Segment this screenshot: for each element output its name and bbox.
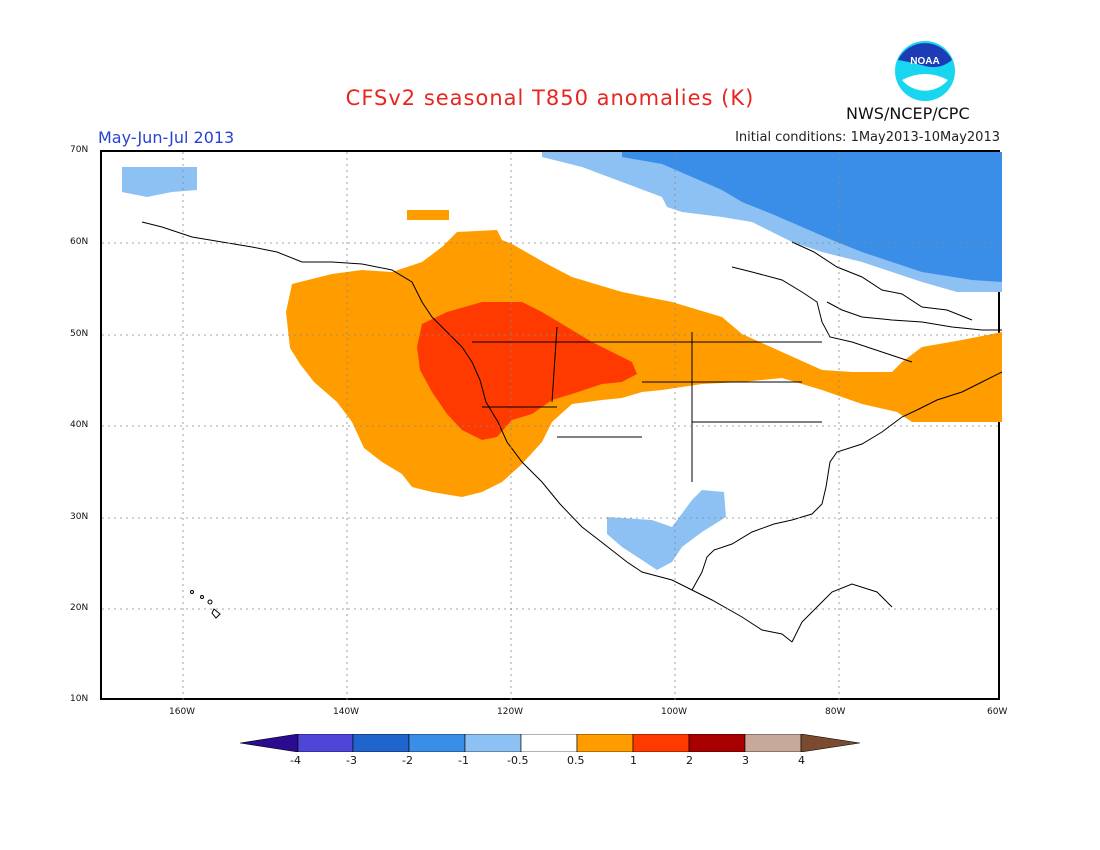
colorbar-bin — [464, 733, 522, 753]
map-canvas — [102, 152, 1002, 702]
colorbar-bin — [520, 733, 578, 753]
colorbar-bin — [576, 733, 634, 753]
lat-label-30n: 30N — [70, 512, 89, 522]
lat-label-70n: 70N — [70, 145, 89, 155]
lon-label-120w: 120W — [497, 707, 524, 717]
colorbar-label: -3 — [346, 754, 357, 767]
anomaly-region-orange-small — [407, 210, 449, 220]
anomaly-region-blue-north — [622, 152, 1002, 282]
colorbar-bin — [744, 733, 802, 753]
lat-label-40n: 40N — [70, 420, 89, 430]
colorbar — [239, 733, 861, 753]
colorbar-label: 3 — [742, 754, 749, 767]
colorbar-label: -4 — [290, 754, 301, 767]
colorbar-label: -2 — [402, 754, 413, 767]
colorbar-label: -1 — [458, 754, 469, 767]
lon-label-160w: 160W — [169, 707, 196, 717]
lat-label-20n: 20N — [70, 603, 89, 613]
colorbar-bin — [297, 733, 354, 753]
colorbar-label: -0.5 — [507, 754, 529, 767]
coastlines — [141, 221, 1002, 643]
logo-text: NOAA — [910, 56, 939, 67]
colorbar-label: 2 — [686, 754, 693, 767]
lat-label-50n: 50N — [70, 329, 89, 339]
chart-title: CFSv2 seasonal T850 anomalies (K) — [345, 86, 755, 110]
lon-label-100w: 100W — [661, 707, 688, 717]
colorbar-bin — [632, 733, 690, 753]
graticule — [102, 152, 1002, 702]
anomaly-map — [100, 150, 1002, 702]
lat-label-10n: 10N — [70, 694, 89, 704]
anomaly-region-light-blue-texas — [607, 490, 726, 570]
colorbar-bin — [352, 733, 410, 753]
colorbar-label: 1 — [630, 754, 637, 767]
colorbar-bin — [688, 733, 746, 753]
anomaly-region-red-core — [417, 302, 637, 440]
colorbar-arrow-left — [239, 733, 299, 753]
colorbar-bin — [408, 733, 466, 753]
lat-label-60n: 60N — [70, 237, 89, 247]
noaa-logo-icon: NOAA — [895, 41, 955, 101]
lon-label-140w: 140W — [333, 707, 360, 717]
lon-label-60w: 60W — [987, 707, 1008, 717]
agency-label: NWS/NCEP/CPC — [846, 104, 970, 123]
colorbar-arrow-right — [800, 733, 861, 753]
initial-conditions: Initial conditions: 1May2013-10May2013 — [735, 130, 1000, 145]
lon-label-80w: 80W — [825, 707, 846, 717]
colorbar-label: 4 — [798, 754, 805, 767]
hawaii-islands — [190, 590, 221, 619]
forecast-period: May-Jun-Jul 2013 — [98, 128, 235, 147]
colorbar-label: 0.5 — [567, 754, 585, 767]
anomaly-region-light-blue-alaska — [122, 167, 197, 197]
